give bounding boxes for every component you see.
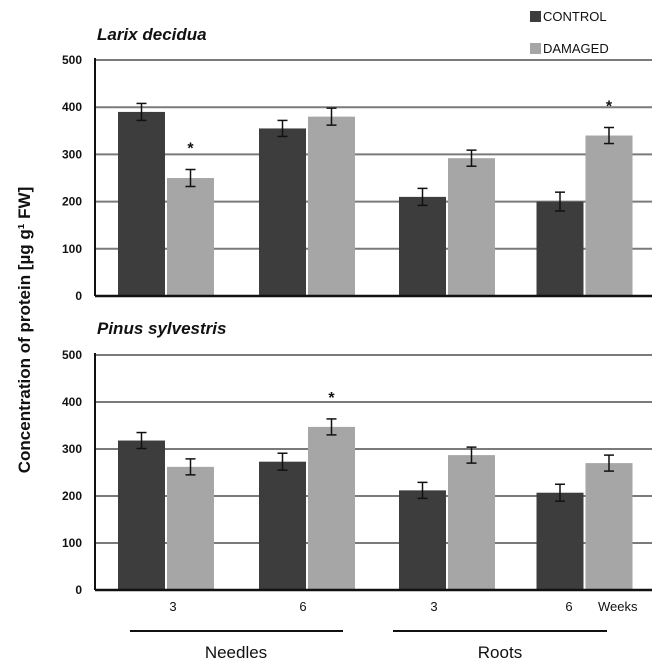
bar — [536, 201, 584, 296]
y-tick-label: 300 — [62, 147, 82, 161]
panel-pinus: Pinus sylvestris 0 100 200 300 400 500 * — [62, 319, 652, 597]
y-tick-label: 0 — [75, 583, 82, 597]
panel-title-larix: Larix decidua — [97, 25, 207, 44]
y-tick-label: 300 — [62, 442, 82, 456]
bar — [585, 135, 633, 296]
y-tick-label: 100 — [62, 242, 82, 256]
bar — [118, 440, 165, 590]
bar — [399, 196, 446, 296]
bar — [585, 463, 633, 590]
bar — [259, 128, 306, 296]
legend: CONTROL DAMAGED — [530, 9, 609, 56]
y-tick-label: 200 — [62, 489, 82, 503]
significance-marker: * — [606, 98, 613, 115]
legend-label-control: CONTROL — [543, 9, 607, 24]
x-tick-label: 3 — [430, 599, 437, 614]
y-axis-label: Concentration of protein [µg g¹ FW] — [15, 187, 34, 473]
bar — [167, 178, 214, 296]
group-label-needles: Needles — [205, 643, 267, 662]
bar — [448, 455, 495, 590]
bar — [259, 461, 306, 590]
y-tick-label: 400 — [62, 100, 82, 114]
plot-larix: 0 100 200 300 400 500 * * — [62, 53, 652, 303]
y-tick-label: 500 — [62, 53, 82, 67]
significance-marker: * — [328, 390, 335, 407]
bar — [118, 111, 165, 296]
y-tick-label: 200 — [62, 195, 82, 209]
panel-title-pinus: Pinus sylvestris — [97, 319, 226, 338]
bar — [448, 158, 495, 296]
plot-pinus: 0 100 200 300 400 500 * — [62, 348, 652, 597]
y-tick-label: 500 — [62, 348, 82, 362]
bar — [167, 466, 214, 590]
bar — [308, 116, 355, 296]
x-tick-label: 6 — [565, 599, 572, 614]
x-tick-label: 6 — [299, 599, 306, 614]
bar — [399, 490, 446, 590]
y-tick-label: 100 — [62, 536, 82, 550]
group-label-roots: Roots — [478, 643, 522, 662]
y-tick-label: 0 — [75, 289, 82, 303]
y-tick-label: 400 — [62, 395, 82, 409]
legend-swatch-control — [530, 11, 541, 22]
bar — [308, 426, 355, 590]
significance-marker: * — [187, 141, 194, 158]
legend-swatch-damaged — [530, 43, 541, 54]
x-tick-label: 3 — [169, 599, 176, 614]
legend-label-damaged: DAMAGED — [543, 41, 609, 56]
panel-larix: Larix decidua 0 100 200 300 400 500 * * — [62, 25, 652, 303]
x-unit-label: Weeks — [598, 599, 638, 614]
bar — [536, 492, 584, 590]
